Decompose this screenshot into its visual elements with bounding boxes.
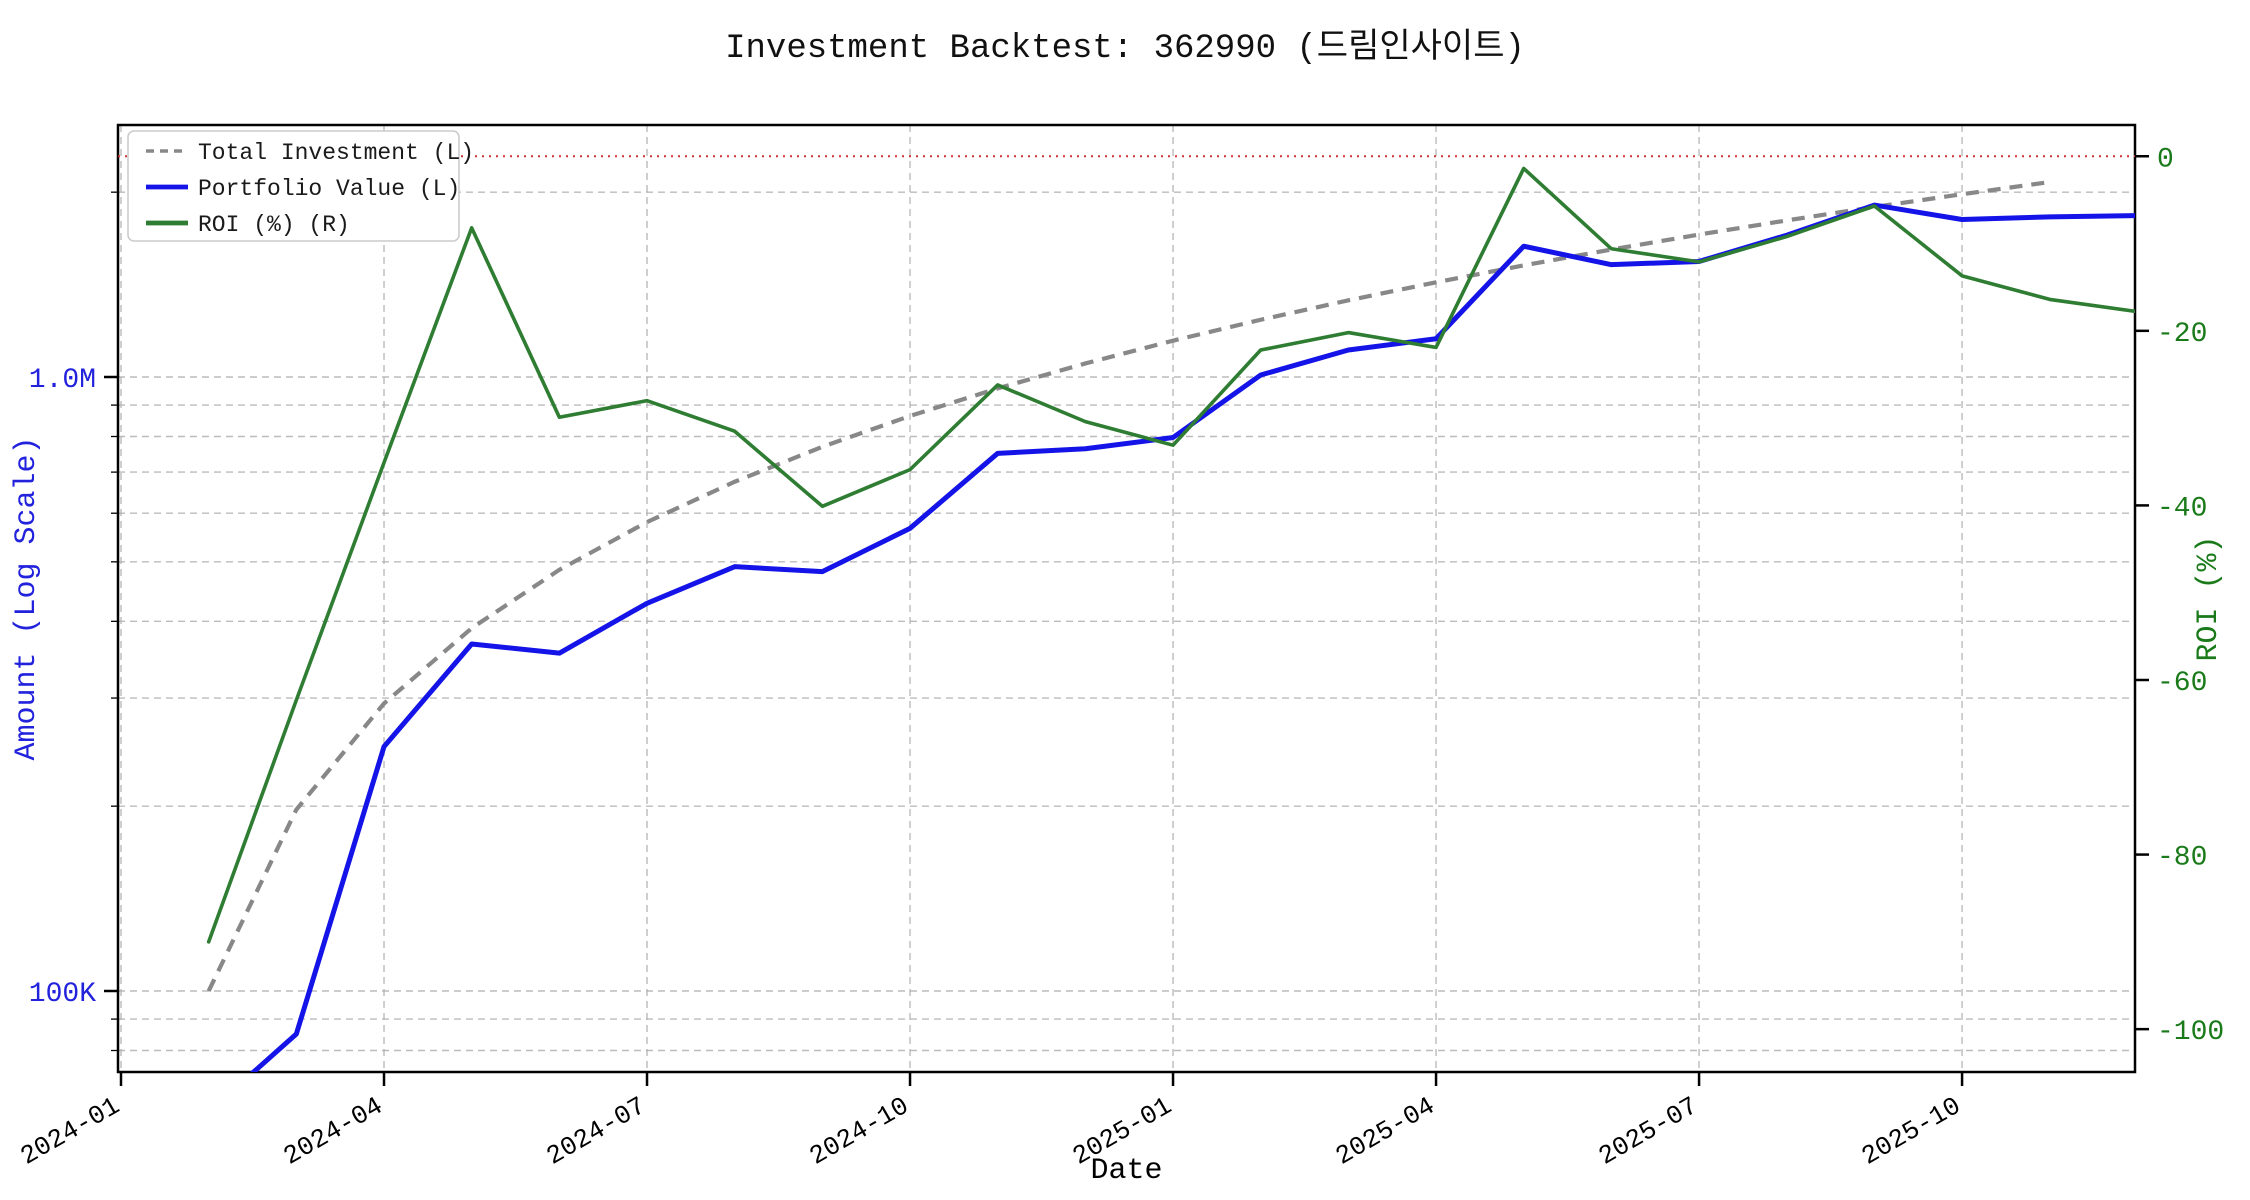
svg-text:0: 0: [2157, 144, 2174, 175]
svg-text:100K: 100K: [29, 979, 96, 1010]
svg-text:-20: -20: [2157, 319, 2207, 350]
svg-text:-100: -100: [2157, 1017, 2224, 1048]
svg-text:-80: -80: [2157, 843, 2207, 874]
svg-text:Date: Date: [1090, 1154, 1162, 1188]
svg-text:1.0M: 1.0M: [29, 365, 96, 396]
svg-text:Total Investment (L): Total Investment (L): [198, 140, 474, 166]
svg-text:-40: -40: [2157, 493, 2207, 524]
svg-text:ROI (%): ROI (%): [2192, 535, 2226, 661]
svg-text:Portfolio Value (L): Portfolio Value (L): [198, 176, 460, 202]
svg-text:-60: -60: [2157, 668, 2207, 699]
svg-text:ROI (%) (R): ROI (%) (R): [198, 212, 350, 238]
svg-text:Amount (Log Scale): Amount (Log Scale): [10, 436, 44, 760]
